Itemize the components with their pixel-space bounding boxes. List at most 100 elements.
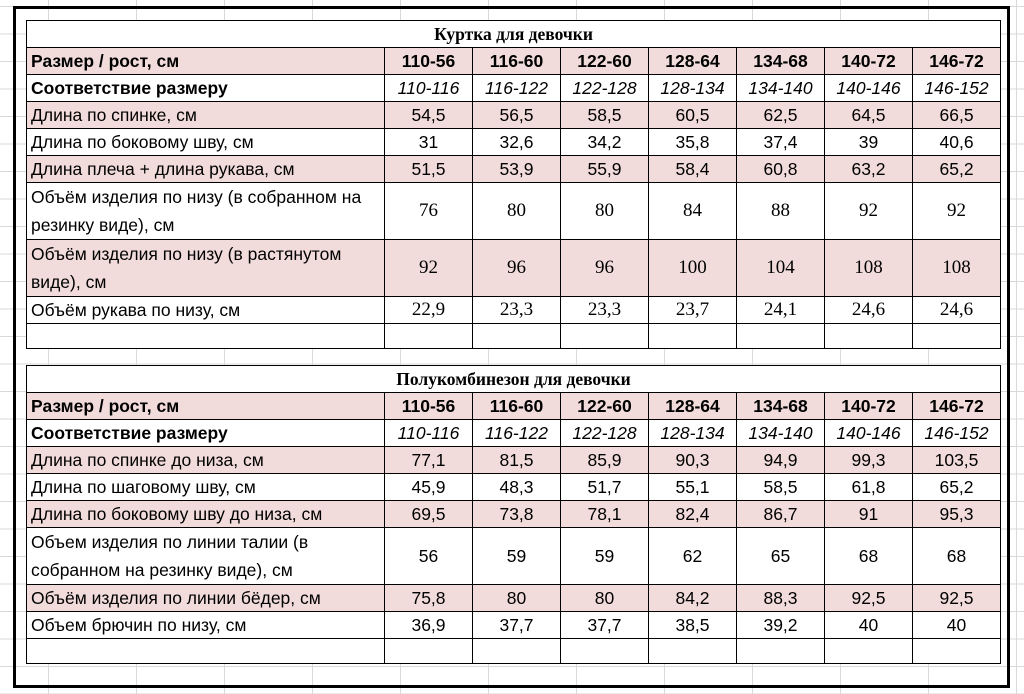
value-cell: 96 <box>472 239 561 297</box>
header-label: Размер / рост, см <box>26 47 385 75</box>
value-cell: 80 <box>560 584 649 612</box>
value-cell: 55,9 <box>560 155 649 183</box>
size-cell: 146-72 <box>911 47 1002 75</box>
value-cell: 51,5 <box>384 155 473 183</box>
mapping-cell: 116-122 <box>472 419 561 447</box>
row-label: Длина плеча + длина рукава, см <box>26 155 385 183</box>
value-cell: 108 <box>911 239 1002 297</box>
table-row: Длина по спинке до низа, см 77,1 81,5 85… <box>26 446 1002 474</box>
value-cell: 60,5 <box>648 101 737 129</box>
mapping-cell: 140-146 <box>824 74 913 102</box>
size-cell: 128-64 <box>648 47 737 75</box>
value-cell: 80 <box>472 584 561 612</box>
mapping-cell: 116-122 <box>472 74 561 102</box>
row-label: Объём изделия по низу (в растянутом виде… <box>26 239 385 297</box>
value-cell: 40 <box>911 611 1002 639</box>
overalls-size-table: Полукомбинезон для девочки Размер / рост… <box>25 365 1002 664</box>
value-cell: 59 <box>472 527 561 585</box>
table-row: Длина по боковому шву, см 31 32,6 34,2 3… <box>26 128 1002 156</box>
value-cell: 100 <box>648 239 737 297</box>
row-label: Длина по боковому шву до низа, см <box>26 500 385 528</box>
value-cell: 40 <box>824 611 913 639</box>
value-cell: 37,7 <box>472 611 561 639</box>
value-cell: 84 <box>648 182 737 240</box>
value-cell: 86,7 <box>736 500 825 528</box>
value-cell: 80 <box>472 182 561 240</box>
size-cell: 110-56 <box>384 392 473 420</box>
row-label: Длина по боковому шву, см <box>26 128 385 156</box>
row-label: Длина по спинке, см <box>26 101 385 129</box>
value-cell: 90,3 <box>648 446 737 474</box>
size-cell: 116-60 <box>472 392 561 420</box>
value-cell: 61,8 <box>824 473 913 501</box>
value-cell: 24,6 <box>911 296 1002 324</box>
table-row: Объём изделия по низу (в собранном на ре… <box>26 182 1002 240</box>
header-row: Размер / рост, см 110-56 116-60 122-60 1… <box>26 47 1002 75</box>
size-cell: 110-56 <box>384 47 473 75</box>
value-cell: 63,2 <box>824 155 913 183</box>
value-cell: 76 <box>384 182 473 240</box>
value-cell: 78,1 <box>560 500 649 528</box>
value-cell: 94,9 <box>736 446 825 474</box>
value-cell: 85,9 <box>560 446 649 474</box>
value-cell: 40,6 <box>911 128 1002 156</box>
mapping-row: Соответствие размеру 110-116 116-122 122… <box>26 74 1002 102</box>
value-cell: 65,2 <box>911 473 1002 501</box>
value-cell: 62 <box>648 527 737 585</box>
value-cell: 75,8 <box>384 584 473 612</box>
value-cell: 23,3 <box>472 296 561 324</box>
size-cell: 140-72 <box>824 47 913 75</box>
value-cell: 88,3 <box>736 584 825 612</box>
mapping-cell: 110-116 <box>384 74 473 102</box>
size-cell: 122-60 <box>560 392 649 420</box>
value-cell: 84,2 <box>648 584 737 612</box>
value-cell: 51,7 <box>560 473 649 501</box>
value-cell: 48,3 <box>472 473 561 501</box>
table-row: Объем брючин по низу, см 36,9 37,7 37,7 … <box>26 611 1002 639</box>
size-cell: 140-72 <box>824 392 913 420</box>
value-cell: 58,5 <box>560 101 649 129</box>
outer-frame <box>13 6 1010 688</box>
value-cell: 77,1 <box>384 446 473 474</box>
value-cell: 60,8 <box>736 155 825 183</box>
size-cell: 128-64 <box>648 392 737 420</box>
value-cell: 81,5 <box>472 446 561 474</box>
value-cell: 88 <box>736 182 825 240</box>
size-cell: 146-72 <box>911 392 1002 420</box>
mapping-label: Соответствие размеру <box>26 419 385 447</box>
value-cell: 23,7 <box>648 296 737 324</box>
value-cell: 73,8 <box>472 500 561 528</box>
table-row: Длина плеча + длина рукава, см 51,5 53,9… <box>26 155 1002 183</box>
value-cell: 56 <box>384 527 473 585</box>
jacket-size-table: Куртка для девочки Размер / рост, см 110… <box>25 20 1002 349</box>
value-cell: 59 <box>560 527 649 585</box>
mapping-cell: 134-140 <box>736 419 825 447</box>
value-cell: 55,1 <box>648 473 737 501</box>
value-cell: 24,1 <box>736 296 825 324</box>
value-cell: 92 <box>384 239 473 297</box>
row-label: Длина по шаговому шву, см <box>26 473 385 501</box>
value-cell: 53,9 <box>472 155 561 183</box>
value-cell: 23,3 <box>560 296 649 324</box>
table-row: Длина по боковому шву до низа, см 69,5 7… <box>26 500 1002 528</box>
table-row: Объём изделия по линии бёдер, см 75,8 80… <box>26 584 1002 612</box>
value-cell: 32,6 <box>472 128 561 156</box>
value-cell: 92,5 <box>824 584 913 612</box>
table-title: Полукомбинезон для девочки <box>25 365 1002 393</box>
value-cell: 58,5 <box>736 473 825 501</box>
value-cell: 58,4 <box>648 155 737 183</box>
row-label: Длина по спинке до низа, см <box>26 446 385 474</box>
value-cell: 92 <box>911 182 1002 240</box>
value-cell: 99,3 <box>824 446 913 474</box>
value-cell: 103,5 <box>911 446 1002 474</box>
value-cell: 65,2 <box>911 155 1002 183</box>
value-cell: 95,3 <box>911 500 1002 528</box>
value-cell: 68 <box>824 527 913 585</box>
value-cell: 104 <box>736 239 825 297</box>
value-cell: 69,5 <box>384 500 473 528</box>
value-cell: 96 <box>560 239 649 297</box>
value-cell: 35,8 <box>648 128 737 156</box>
row-label: Объём рукава по низу, см <box>26 296 385 324</box>
value-cell: 64,5 <box>824 101 913 129</box>
value-cell: 56,5 <box>472 101 561 129</box>
